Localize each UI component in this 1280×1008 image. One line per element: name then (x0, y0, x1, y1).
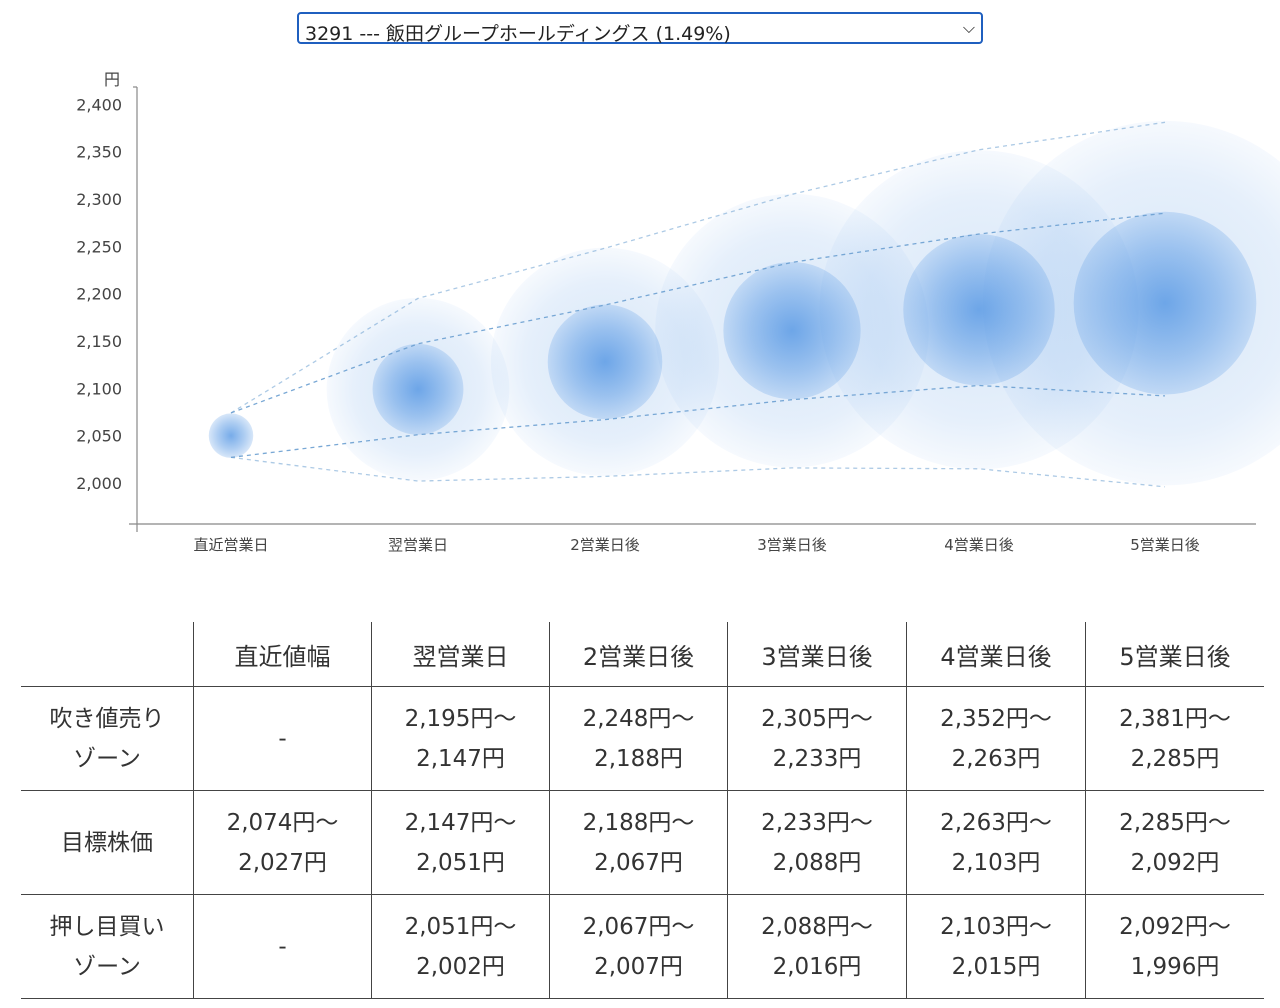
table-cell: 2,305円〜 2,233円 (727, 686, 907, 791)
y-tick-label: 2,350 (76, 143, 122, 162)
y-tick-label: 2,150 (76, 332, 122, 351)
table-cell: - (193, 894, 372, 999)
row-label: 吹き値売り ゾーン (21, 686, 194, 791)
y-axis-unit-label: 円 (104, 70, 120, 89)
table-cell: - (193, 686, 372, 791)
table-column-header: 翌営業日 (371, 622, 550, 687)
table-cell: 2,188円〜 2,067円 (549, 790, 728, 895)
table-column-header: 直近値幅 (193, 622, 372, 687)
table-cell: 2,067円〜 2,007円 (549, 894, 728, 999)
y-tick-label: 2,250 (76, 237, 122, 256)
x-category-label: 5営業日後 (1130, 536, 1200, 554)
table-row: 押し目買い ゾーン -2,051円〜 2,002円 2,067円〜 2,007円 2,088… (21, 894, 1264, 999)
stock-selector[interactable]: 3291 --- 飯田グループホールディングス (1.49%) ⌵ (297, 12, 983, 45)
y-tick-label: 2,300 (76, 190, 122, 209)
table-column-header: 4営業日後 (906, 622, 1086, 687)
x-category-label: 2営業日後 (570, 536, 640, 554)
table-cell: 2,285円〜 2,092円 (1085, 790, 1264, 895)
chevron-down-icon: ⌵ (962, 18, 975, 37)
target-bubble (1073, 211, 1257, 395)
target-bubble (547, 304, 663, 420)
y-tick-label: 2,400 (76, 95, 122, 114)
table-cell: 2,352円〜 2,263円 (906, 686, 1086, 791)
row-label: 目標株価 (21, 790, 194, 895)
target-bubble (208, 413, 254, 458)
table-header-row: 直近値幅 翌営業日 2営業日後 3営業日後 4営業日後 5営業日後 (21, 622, 1264, 687)
table-cell: 2,147円〜 2,051円 (371, 790, 550, 895)
stock-selector-value: 3291 --- 飯田グループホールディングス (1.49%) (305, 23, 731, 45)
row-label: 押し目買い ゾーン (21, 894, 194, 999)
y-tick-label: 2,200 (76, 285, 122, 304)
x-category-label: 翌営業日 (388, 536, 448, 554)
table-cell: 2,233円〜 2,088円 (727, 790, 907, 895)
table-row: 吹き値売り ゾーン -2,195円〜 2,147円 2,248円〜 2,188円 2,305… (21, 686, 1264, 791)
x-category-label: 4営業日後 (944, 536, 1014, 554)
x-category-label: 3営業日後 (757, 536, 827, 554)
table-column-header: 5営業日後 (1085, 622, 1264, 687)
table-cell: 2,092円〜 1,996円 (1085, 894, 1264, 999)
x-category-label: 直近営業日 (193, 536, 268, 554)
table-cell: 2,103円〜 2,015円 (906, 894, 1086, 999)
table-cell: 2,248円〜 2,188円 (549, 686, 728, 791)
y-tick-label: 2,100 (76, 379, 122, 398)
target-high-line (230, 212, 1166, 414)
table-column-header: 2営業日後 (549, 622, 728, 687)
table-cell: 2,051円〜 2,002円 (371, 894, 550, 999)
table-column-header: 3営業日後 (727, 622, 907, 687)
table-corner-cell (21, 622, 194, 687)
forecast-chart: 円 2,400 2,350 2,300 2,250 2,200 2,150 2,100 2,05… (76, 70, 1280, 554)
table-cell: 2,074円〜 2,027円 (193, 790, 372, 895)
table-cell: 2,088円〜 2,016円 (727, 894, 907, 999)
table-cell: 2,195円〜 2,147円 (371, 686, 550, 791)
table-cell: 2,263円〜 2,103円 (906, 790, 1086, 895)
y-tick-label: 2,050 (76, 427, 122, 446)
table-cell: 2,381円〜 2,285円 (1085, 686, 1264, 791)
zone-table: 直近値幅 翌営業日 2営業日後 3営業日後 4営業日後 5営業日後 吹き値売り ゾーン -2,… (21, 622, 1264, 999)
table-row: 目標株価 2,074円〜 2,027円 2,147円〜 2,051円 2,188円〜 2,0… (21, 790, 1264, 895)
y-tick-label: 2,000 (76, 474, 122, 493)
target-bubble (372, 343, 464, 435)
